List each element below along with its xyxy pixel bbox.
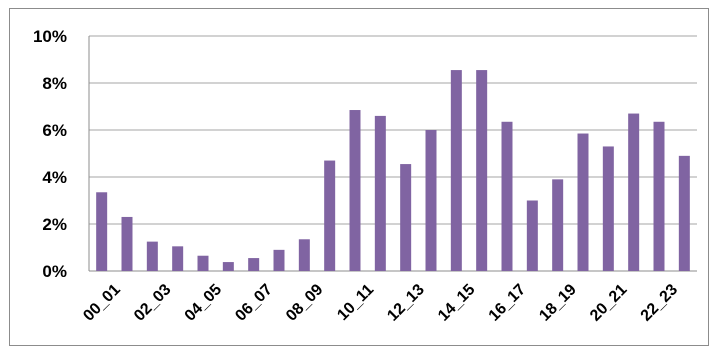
bars — [96, 70, 690, 272]
x-tick-label: 10_11 — [334, 281, 377, 324]
bar — [172, 246, 184, 271]
x-tick-labels: 00_01 02_03 04_05 06_07 08_09 10_11 12_13 14_15… — [80, 281, 681, 325]
bar — [628, 113, 640, 271]
bar — [678, 155, 690, 271]
bar — [298, 239, 310, 271]
y-tick-label: 8% — [42, 74, 67, 93]
x-tick-label: 22_23 — [638, 281, 682, 325]
x-tick-label: 06_07 — [232, 281, 276, 325]
x-tick-label: 02_03 — [131, 281, 175, 325]
x-tick-label: 20_21 — [587, 281, 631, 325]
x-tick-label: 14_15 — [435, 281, 479, 325]
bar — [501, 121, 513, 272]
y-tick-label: 4% — [42, 168, 67, 187]
gridlines — [88, 35, 697, 272]
y-tick-labels: 0% 2% 4% 6% 8% 10% — [33, 27, 67, 281]
x-tick-label: 12_13 — [384, 281, 428, 325]
x-tick-label: 04_05 — [182, 281, 226, 325]
bar — [552, 179, 564, 271]
y-tick-label: 2% — [42, 215, 67, 234]
x-tick-label: 18_19 — [536, 281, 580, 325]
x-tick-label: 08_09 — [283, 281, 327, 325]
bar — [425, 130, 437, 271]
bar — [602, 146, 614, 271]
x-tick-label: 16_17 — [486, 281, 530, 325]
bar — [349, 110, 361, 272]
bar — [526, 200, 538, 271]
bar — [400, 164, 412, 271]
bar — [653, 121, 665, 272]
y-tick-label: 10% — [33, 27, 67, 46]
x-tick-label: 00_01 — [80, 281, 124, 325]
bar — [146, 241, 158, 271]
bar — [197, 255, 209, 271]
bar — [248, 258, 260, 271]
bar — [476, 70, 488, 271]
bar — [273, 249, 285, 271]
bar — [374, 115, 386, 272]
bar — [450, 70, 462, 271]
bar — [324, 160, 336, 271]
y-tick-label: 6% — [42, 121, 67, 140]
y-tick-label: 0% — [42, 262, 67, 281]
bar — [96, 192, 108, 271]
bar — [222, 262, 234, 271]
bar — [577, 133, 589, 271]
bar — [121, 216, 133, 271]
